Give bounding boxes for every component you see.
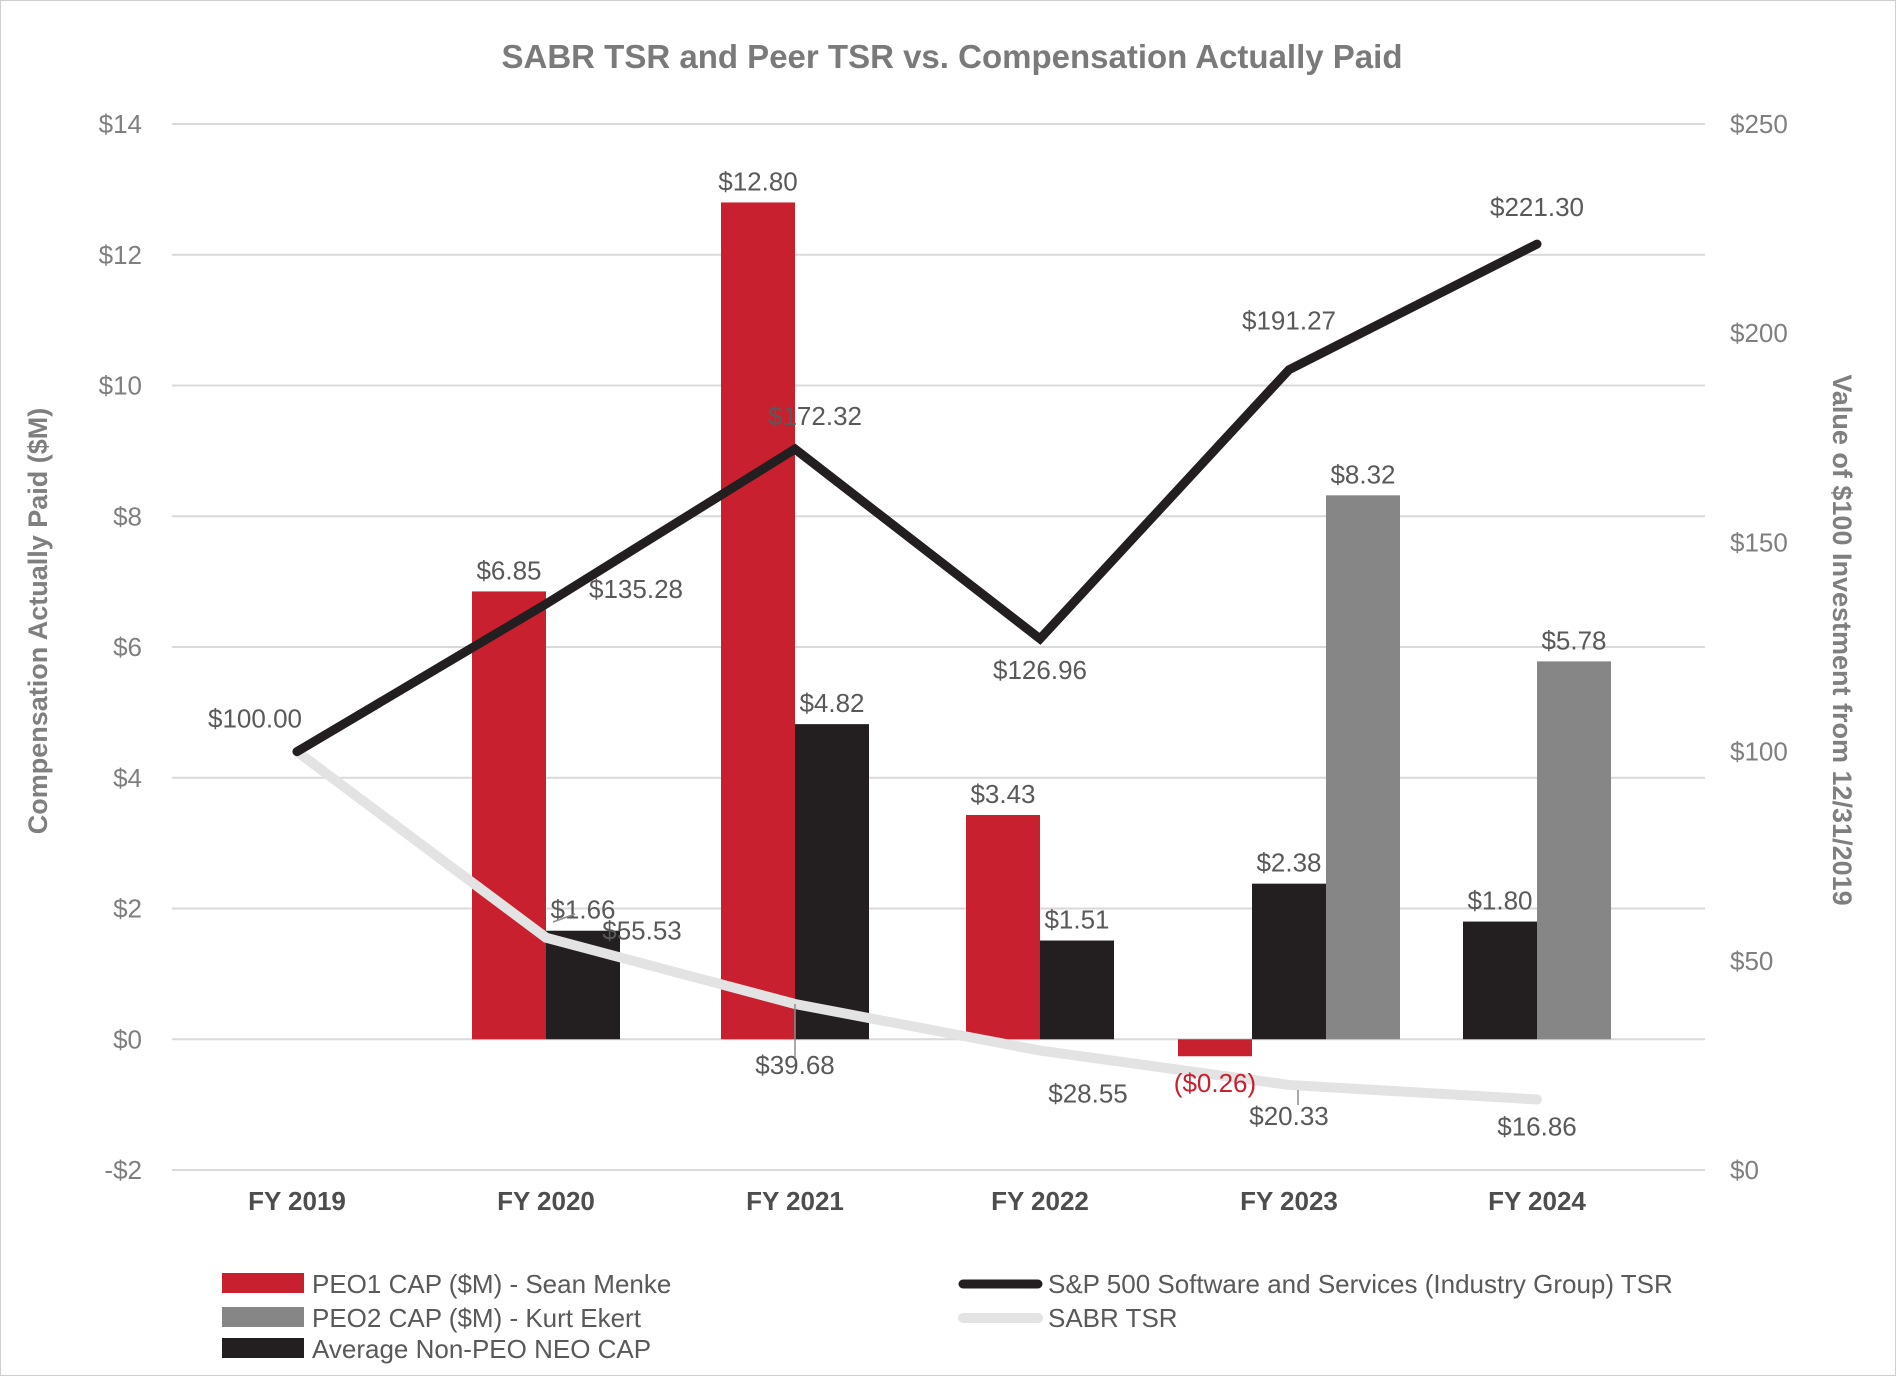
bar-peo1 xyxy=(966,815,1040,1040)
legend-swatch-peo1 xyxy=(222,1273,304,1293)
left-tick-label: $8 xyxy=(113,501,142,531)
bar-peo2 xyxy=(1537,661,1611,1040)
left-tick-label: $6 xyxy=(113,632,142,662)
leader-line xyxy=(552,913,576,923)
bar-data-label: $1.80 xyxy=(1467,886,1532,916)
bar-peo1 xyxy=(1178,1039,1252,1057)
bar-peo2 xyxy=(1326,495,1400,1040)
line-data-label-sabr: $55.53 xyxy=(602,916,682,946)
line-data-label-sabr: $28.55 xyxy=(1048,1079,1128,1109)
legend-label-peo2: PEO2 CAP ($M) - Kurt Ekert xyxy=(312,1303,642,1333)
right-tick-label: $100 xyxy=(1730,737,1788,767)
right-axis-title: Value of $100 Investment from 12/31/2019 xyxy=(1827,374,1857,905)
legend-swatch-peo2 xyxy=(222,1307,304,1327)
bar-data-label: $1.51 xyxy=(1044,905,1109,935)
category-label: FY 2020 xyxy=(497,1186,595,1216)
legend-swatch-neo xyxy=(222,1338,304,1358)
line-data-label-sp500: $100.00 xyxy=(208,704,302,734)
legend-label-sabr: SABR TSR xyxy=(1048,1303,1178,1333)
bar-data-label: $6.85 xyxy=(476,555,541,585)
category-label: FY 2023 xyxy=(1240,1186,1338,1216)
category-label: FY 2022 xyxy=(991,1186,1089,1216)
axis-layer: -$2 $0 $2 $4 $6 $8 $10 $12 $14 $0 $50 $100 $150 $200 $… xyxy=(99,109,1788,1216)
bar-peo1 xyxy=(472,591,546,1040)
line-data-label-sp500: $126.96 xyxy=(993,655,1087,685)
bar-peo1 xyxy=(721,202,795,1040)
bar-data-label: ($0.26) xyxy=(1174,1068,1256,1098)
left-tick-label: $0 xyxy=(113,1024,142,1054)
bar-data-label: $4.82 xyxy=(799,688,864,718)
chart-title: SABR TSR and Peer TSR vs. Compensation A… xyxy=(502,38,1403,75)
category-label: FY 2021 xyxy=(746,1186,844,1216)
right-tick-label: $0 xyxy=(1730,1155,1759,1185)
category-label: FY 2019 xyxy=(248,1186,346,1216)
left-tick-label: $4 xyxy=(113,763,142,793)
left-tick-label: $2 xyxy=(113,894,142,924)
right-tick-label: $250 xyxy=(1730,109,1788,139)
line-data-label-sp500: $172.32 xyxy=(768,401,862,431)
legend-label-sp500: S&P 500 Software and Services (Industry … xyxy=(1048,1269,1673,1299)
left-tick-label: $14 xyxy=(99,109,142,139)
line-layer xyxy=(292,239,1542,1105)
line-sp500 xyxy=(292,239,1542,757)
line-data-label-sabr: $16.86 xyxy=(1497,1111,1577,1141)
legend-label-neo: Average Non-PEO NEO CAP xyxy=(312,1334,651,1364)
left-axis-title: Compensation Actually Paid ($M) xyxy=(23,408,53,835)
left-tick-label: $12 xyxy=(99,240,142,270)
right-tick-label: $150 xyxy=(1730,527,1788,557)
grid-layer xyxy=(172,123,1705,1171)
bar-layer xyxy=(472,202,1611,1057)
bar-neo xyxy=(795,724,869,1040)
bar-data-label: $2.38 xyxy=(1256,848,1321,878)
bar-data-label: $5.78 xyxy=(1541,625,1606,655)
line-sabr xyxy=(292,746,1542,1105)
line-data-label-sp500: $221.30 xyxy=(1490,192,1584,222)
bar-neo xyxy=(1252,883,1326,1040)
bar-data-label: $12.80 xyxy=(718,166,798,196)
legend: PEO1 CAP ($M) - Sean Menke PEO2 CAP ($M) … xyxy=(222,1269,1673,1364)
left-tick-label: -$2 xyxy=(104,1155,142,1185)
bar-neo xyxy=(1040,940,1114,1040)
label-layer: $6.85$1.66$12.80$4.82$3.43$1.51($0.26)$2… xyxy=(208,166,1607,1141)
left-tick-label: $10 xyxy=(99,371,142,401)
line-data-label-sabr: $20.33 xyxy=(1249,1101,1329,1131)
line-data-label-sp500: $191.27 xyxy=(1242,306,1336,336)
bar-neo xyxy=(1463,921,1537,1040)
bar-data-label: $8.32 xyxy=(1330,459,1395,489)
right-tick-label: $200 xyxy=(1730,318,1788,348)
category-label: FY 2024 xyxy=(1488,1186,1586,1216)
legend-label-peo1: PEO1 CAP ($M) - Sean Menke xyxy=(312,1269,671,1299)
right-tick-label: $50 xyxy=(1730,946,1773,976)
line-data-label-sp500: $135.28 xyxy=(589,574,683,604)
bar-data-label: $3.43 xyxy=(970,779,1035,809)
